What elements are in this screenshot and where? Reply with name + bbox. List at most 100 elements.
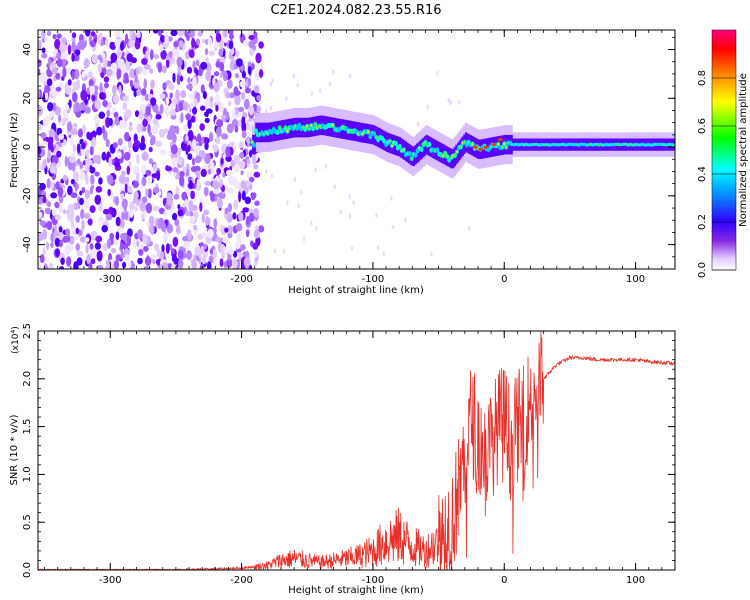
heatmap-noise-cell <box>38 39 42 51</box>
heatmap-noise-cell <box>80 236 87 243</box>
heatmap-noise-cell <box>50 241 54 249</box>
heatmap-noise-cell <box>43 158 47 169</box>
heatmap-noise-cell <box>107 101 112 109</box>
heatmap-noise-cell <box>50 233 54 243</box>
heatmap-noise-cell <box>248 105 255 116</box>
heatmap-noise-cell <box>255 52 262 64</box>
heatmap-noise-cell <box>73 54 80 62</box>
heatmap-noise-cell <box>296 82 299 88</box>
heatmap-noise-cell <box>240 92 246 100</box>
heatmap-noise-cell <box>75 243 81 251</box>
heatmap-noise-cell <box>166 195 174 206</box>
heatmap-signal-core <box>254 128 258 134</box>
heatmap-noise-cell <box>159 34 166 43</box>
heatmap-noise-cell <box>234 72 239 79</box>
heatmap-noise-cell <box>149 68 154 74</box>
heatmap-noise-cell <box>169 102 176 111</box>
heatmap-noise-cell <box>123 151 131 161</box>
heatmap-noise-cell <box>53 90 59 97</box>
heatmap-noise-cell <box>190 190 196 200</box>
heatmap-noise-cell <box>172 133 177 144</box>
heatmap-noise-cell <box>110 62 118 71</box>
heatmap-noise-cell <box>96 250 103 262</box>
heatmap-signal-peak <box>390 144 394 147</box>
heatmap-noise-cell <box>101 125 105 134</box>
heatmap-noise-cell <box>185 211 191 217</box>
heatmap-noise-cell <box>468 226 471 232</box>
snr-panel: -300 -200 -100 0 100 0.0 0.5 1.0 1.5 2.0 2.5 Heig… <box>9 323 676 596</box>
heatmap-signal-core <box>435 147 440 153</box>
heatmap-noise-cell <box>119 119 124 130</box>
heatmap-noise-cell <box>117 58 125 70</box>
heatmap-noise-cell <box>228 40 234 50</box>
heatmap-noise-cell <box>42 247 46 256</box>
heatmap-noise-cell <box>58 133 64 140</box>
heatmap-noise-cell <box>156 170 161 181</box>
heatmap-noise-cell <box>233 250 238 258</box>
heatmap-signal-peak <box>455 150 459 154</box>
heatmap-noise-cell <box>96 126 103 136</box>
colorbar-tick-label: 0.4 <box>697 166 708 182</box>
heatmap-noise-cell <box>215 236 222 243</box>
heatmap-noise-cell <box>218 102 224 114</box>
heatmap-noise-cell <box>127 185 133 194</box>
heatmap-noise-cell <box>78 39 86 51</box>
heatmap-noise-cell <box>213 256 217 268</box>
heatmap-noise-cell <box>204 153 211 165</box>
heatmap-noise-cell <box>226 123 234 134</box>
heatmap-noise-cell <box>160 222 167 232</box>
heatmap-noise-cell <box>159 93 166 99</box>
heatmap-noise-cell <box>97 216 105 225</box>
heatmap-signal-peak <box>459 145 463 149</box>
heatmap-noise-cell <box>77 128 84 138</box>
heatmap-noise-cell <box>99 82 103 93</box>
heatmap-noise-cell <box>115 254 122 262</box>
heatmap-noise-cell <box>65 228 71 237</box>
heatmap-noise-cell <box>97 63 102 74</box>
heatmap-noise-cell <box>95 235 103 243</box>
heatmap-noise-cell <box>375 212 378 218</box>
heatmap-noise-cell <box>126 228 133 238</box>
heatmap-noise-cell <box>220 158 224 165</box>
heatmap-noise-cell <box>116 227 123 232</box>
heatmap-noise-cell <box>98 177 103 185</box>
heatmap-noise-cell <box>125 33 129 45</box>
heatmap-noise-cell <box>62 174 68 182</box>
heatmap-noise-cell <box>273 248 277 254</box>
heatmap-noise-cell <box>152 117 159 126</box>
heatmap-noise-cell <box>286 200 289 206</box>
heatmap-noise-cell <box>52 155 59 165</box>
heatmap-noise-cell <box>101 225 108 233</box>
heatmap-noise-cell <box>57 186 64 197</box>
heatmap-noise-cell <box>139 142 146 151</box>
heatmap-noise-cell <box>188 30 195 38</box>
heatmap-noise-cell <box>79 190 83 196</box>
heatmap-noise-cell <box>105 213 113 221</box>
heatmap-noise-cell <box>246 135 250 147</box>
heatmap-noise-cell <box>192 224 198 231</box>
heatmap-noise-cell <box>254 70 260 81</box>
heatmap-noise-cell <box>133 140 141 148</box>
heatmap-noise-cell <box>189 101 195 109</box>
heatmap-noise-cell <box>136 240 140 247</box>
heatmap-noise-cell <box>166 223 173 234</box>
heatmap-noise-cell <box>46 178 51 189</box>
heatmap-noise-cell <box>52 34 57 40</box>
heatmap-noise-cell <box>148 131 152 137</box>
heatmap-noise-cell <box>55 248 60 257</box>
heatmap-noise-cell <box>164 34 169 44</box>
heatmap-noise-cell <box>159 44 164 52</box>
heatmap-noise-cell <box>106 68 113 77</box>
heatmap-noise-cell <box>38 68 41 76</box>
heatmap-noise-cell <box>201 213 206 224</box>
heatmap-noise-cell <box>48 262 54 269</box>
heatmap-noise-cell <box>158 128 166 138</box>
heatmap-noise-cell <box>182 101 189 111</box>
heatmap-signal-core <box>427 141 432 147</box>
y-tick-label: 20 <box>22 92 33 105</box>
heatmap-noise-cell <box>72 143 77 153</box>
heatmap-noise-cell <box>69 235 75 245</box>
heatmap-noise-cell <box>176 56 183 68</box>
heatmap-noise-cell <box>139 110 143 116</box>
heatmap-noise-cell <box>42 196 47 204</box>
